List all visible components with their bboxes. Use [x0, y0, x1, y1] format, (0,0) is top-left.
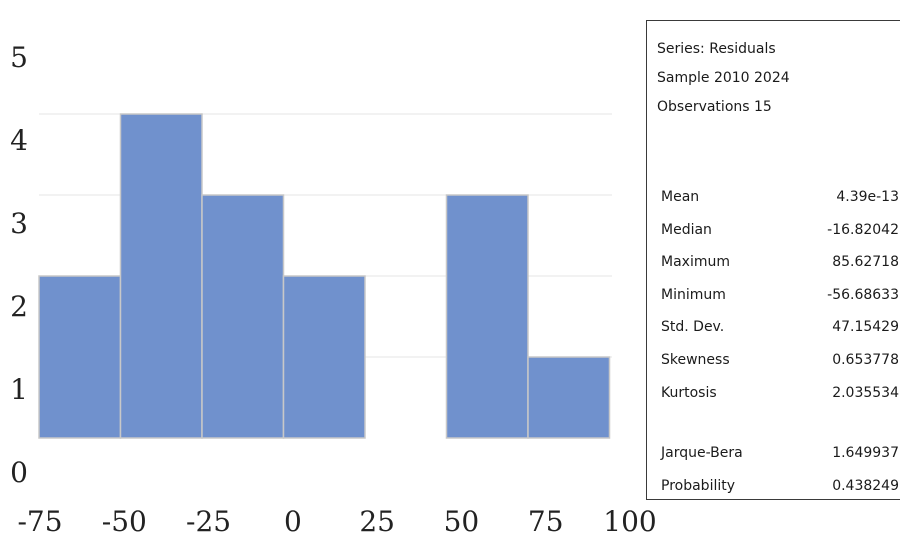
x-tick-label: -25	[186, 505, 231, 534]
x-tick-label: 25	[359, 505, 395, 534]
y-tick-label: 3	[10, 207, 28, 240]
series-label: Series: Residuals	[657, 41, 776, 57]
stat-label: Probability	[661, 477, 736, 494]
y-axis-tick-labels: 0 1 2 3 4 5	[10, 41, 28, 489]
stat-value: -16.82042	[827, 221, 899, 238]
stat-label: Std. Dev.	[661, 319, 725, 336]
x-axis-tick-labels: -75 -50 -25 0 25 50 75 100	[17, 505, 656, 534]
stat-value: 4.39e-13	[836, 189, 899, 205]
observations-label: Observations 15	[657, 99, 772, 115]
stat-row-minimum: Minimum -56.68633	[661, 279, 899, 312]
y-tick-label: 5	[10, 41, 28, 74]
stat-value: -56.68633	[827, 286, 899, 303]
histogram-bars	[38, 113, 611, 439]
stats-table: Mean 4.39e-13 Median -16.82042 Maximum 8…	[661, 181, 899, 502]
x-tick-label: 0	[284, 505, 302, 534]
y-tick-label: 0	[10, 456, 28, 489]
stat-row-mean: Mean 4.39e-13	[661, 181, 899, 214]
histogram-bar	[282, 275, 366, 439]
stat-row-jarque-bera: Jarque-Bera 1.649937	[661, 437, 899, 470]
histogram-bar	[201, 194, 285, 439]
y-tick-label: 2	[10, 290, 28, 323]
x-tick-label: 50	[444, 505, 480, 534]
x-tick-label: 100	[603, 505, 656, 534]
x-tick-label: 75	[528, 505, 564, 534]
stat-row-skewness: Skewness 0.653778	[661, 344, 899, 377]
stat-value: 2.035534	[832, 384, 899, 401]
histogram-bar	[119, 113, 203, 439]
stat-row-median: Median -16.82042	[661, 214, 899, 247]
stat-label: Minimum	[661, 286, 726, 303]
statistics-panel: Series: Residuals Sample 2010 2024 Obser…	[646, 20, 900, 500]
histogram-bar	[445, 194, 529, 439]
stats-spacer	[661, 409, 899, 437]
stat-row-probability: Probability 0.438249	[661, 470, 899, 503]
stat-label: Median	[661, 221, 712, 238]
y-tick-label: 4	[10, 124, 28, 157]
stat-row-std-dev: Std. Dev. 47.15429	[661, 311, 899, 344]
stat-value: 0.653778	[832, 351, 899, 368]
histogram-bar	[527, 356, 611, 439]
stat-value: 0.438249	[832, 477, 899, 494]
stat-label: Jarque-Bera	[661, 445, 743, 462]
y-tick-label: 1	[10, 373, 28, 406]
stat-label: Maximum	[661, 254, 730, 271]
stats-header: Series: Residuals Sample 2010 2024 Obser…	[657, 35, 790, 122]
stat-row-kurtosis: Kurtosis 2.035534	[661, 377, 899, 410]
stat-label: Kurtosis	[661, 384, 717, 401]
sample-label: Sample 2010 2024	[657, 70, 790, 86]
histogram-bar	[38, 275, 122, 439]
stat-value: 47.15429	[832, 319, 899, 336]
stat-row-maximum: Maximum 85.62718	[661, 246, 899, 279]
x-tick-label: -50	[102, 505, 147, 534]
stat-value: 85.62718	[832, 254, 899, 271]
stat-label: Skewness	[661, 351, 730, 368]
stat-value: 1.649937	[832, 445, 899, 462]
stat-label: Mean	[661, 189, 700, 205]
x-tick-label: -75	[17, 505, 62, 534]
